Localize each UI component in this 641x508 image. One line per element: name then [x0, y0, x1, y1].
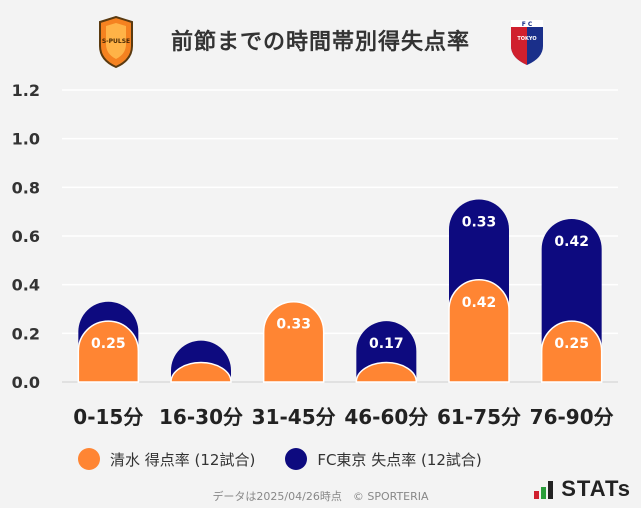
svg-text:S-PULSE: S-PULSE: [102, 38, 130, 45]
x-tick-label: 76-90分: [530, 405, 614, 429]
home-team-logo: S-PULSE: [99, 16, 133, 68]
svg-text:TOKYO: TOKYO: [517, 36, 536, 42]
bar-home: [540, 320, 603, 383]
y-tick-label: 0.2: [12, 324, 40, 343]
x-tick-label: 61-75分: [437, 405, 521, 429]
y-tick-label: 1.0: [12, 130, 40, 149]
legend-label-away: FC東京 失点率 (12試合): [317, 450, 482, 469]
y-tick-label: 0.8: [12, 178, 40, 197]
bar-home: [77, 320, 140, 383]
stats-bars-icon: [534, 479, 555, 499]
legend-label-home: 清水 得点率 (12試合): [110, 450, 256, 469]
data-label-home: 0.33: [276, 317, 311, 333]
bar-home: [262, 301, 325, 383]
data-label-away: 0.17: [369, 336, 404, 352]
data-label-away: 0.33: [462, 215, 497, 231]
y-tick-label: 0.6: [12, 227, 40, 246]
chart-title: 前節までの時間帯別得失点率: [170, 30, 470, 55]
data-label-home: 0.42: [462, 295, 497, 311]
x-tick-label: 16-30分: [159, 405, 243, 429]
data-label-home: 0.25: [91, 336, 126, 352]
time-slot-chart: 0.0 0.2 0.4 0.6 0.8 1.0 1.2 0.25 0-15分 16-30分 0.33…: [12, 81, 618, 429]
x-tick-label: 31-45分: [252, 405, 336, 429]
data-label-away: 0.42: [554, 234, 589, 250]
legend-swatch-home: [78, 448, 100, 470]
data-label-home: 0.25: [554, 336, 589, 352]
away-team-logo: F C TOKYO: [511, 20, 543, 65]
bar-home: [448, 279, 510, 383]
legend-item-home: 清水 得点率 (12試合): [78, 448, 255, 470]
y-tick-label: 1.2: [12, 81, 40, 100]
legend-swatch-away: [285, 448, 308, 470]
stats-brand-text: STATs: [561, 476, 631, 501]
legend: 清水 得点率 (12試合) FC東京 失点率 (12試合): [78, 448, 512, 470]
y-tick-label: 0.0: [12, 373, 40, 392]
svg-text:F C: F C: [522, 21, 533, 28]
legend-item-away: FC東京 失点率 (12試合): [285, 448, 482, 470]
stats-logo: STATs: [534, 476, 631, 502]
y-tick-label: 0.4: [12, 276, 40, 295]
data-source-note: データは2025/04/26時点 © SPORTERIA: [212, 490, 429, 503]
bar-home: [355, 361, 418, 383]
bar-home: [170, 361, 232, 383]
x-tick-label: 46-60分: [344, 405, 428, 429]
x-tick-label: 0-15分: [73, 405, 143, 429]
